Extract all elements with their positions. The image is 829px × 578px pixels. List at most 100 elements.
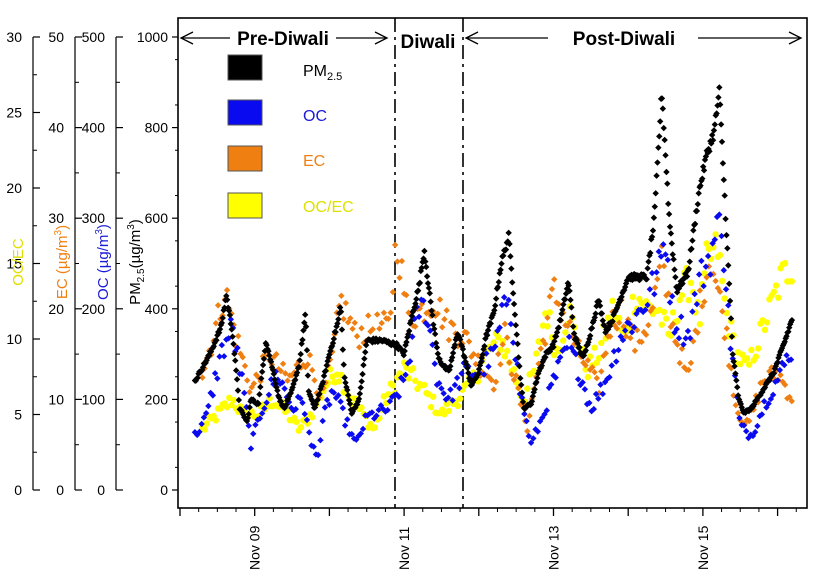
point [711, 121, 719, 128]
point [708, 140, 715, 147]
point [502, 246, 510, 253]
point [359, 370, 366, 378]
point [702, 263, 710, 270]
point [639, 308, 647, 316]
point [580, 359, 587, 366]
point [358, 404, 365, 411]
point [481, 342, 488, 350]
point [643, 276, 650, 283]
point [341, 374, 348, 381]
point [551, 351, 558, 359]
point [300, 327, 307, 334]
tick-label-oc: 100 [82, 391, 106, 407]
point [199, 374, 206, 381]
point [335, 378, 343, 385]
point [213, 337, 220, 344]
tick-label-ec: 50 [48, 29, 64, 45]
point [258, 375, 265, 382]
point [271, 376, 278, 383]
axis-title-ec-end: ) [54, 225, 71, 230]
x-tick-label: Nov 15 [695, 525, 711, 570]
point [642, 331, 650, 338]
legend-label-pm25-sub: 2.5 [327, 71, 342, 83]
point [704, 252, 712, 260]
point [729, 355, 736, 362]
point [766, 377, 773, 384]
point [743, 355, 751, 362]
legend-label-oc: OC [303, 108, 327, 125]
point [342, 379, 349, 386]
point [742, 409, 749, 417]
point [653, 172, 660, 179]
point [227, 316, 234, 323]
point [651, 203, 658, 210]
point [607, 333, 614, 340]
point [353, 333, 361, 340]
point [232, 367, 240, 374]
point [250, 430, 257, 437]
point [552, 333, 560, 340]
point [259, 361, 267, 369]
point [220, 353, 228, 360]
point [495, 334, 502, 341]
point [283, 401, 290, 408]
point [212, 320, 220, 327]
point [525, 432, 533, 440]
point [346, 400, 354, 408]
point [319, 417, 326, 425]
tick-label-ocec: 15 [6, 256, 22, 272]
point [593, 302, 600, 310]
point [445, 336, 453, 344]
point [656, 133, 663, 140]
point [589, 364, 596, 371]
point [754, 422, 761, 430]
point [748, 346, 755, 354]
point [788, 278, 795, 285]
point [512, 321, 520, 329]
point [670, 256, 677, 263]
point [233, 376, 241, 383]
point [563, 285, 571, 292]
point [395, 393, 403, 401]
point [719, 277, 726, 285]
point [774, 377, 781, 384]
point [645, 258, 652, 265]
point [429, 311, 436, 319]
point [554, 358, 562, 365]
tick-label-ec: 10 [48, 391, 64, 407]
point [588, 407, 595, 415]
point [705, 263, 713, 270]
point [418, 264, 425, 272]
point [613, 304, 621, 311]
period-label-pre-diwali: Pre-Diwali [237, 29, 329, 50]
point [538, 362, 546, 369]
point [506, 359, 513, 366]
point [480, 371, 488, 378]
point [499, 338, 506, 345]
point [256, 391, 263, 398]
point [510, 300, 518, 308]
point [566, 318, 574, 325]
tick-label-pm25: 400 [145, 301, 169, 317]
point [678, 292, 686, 299]
point [299, 336, 306, 344]
point [387, 309, 394, 316]
point [615, 346, 622, 354]
point [557, 317, 564, 324]
point [490, 386, 497, 393]
point [598, 339, 605, 347]
point [707, 271, 714, 278]
point [453, 374, 461, 382]
point [303, 347, 311, 354]
point [727, 315, 735, 322]
point [667, 323, 674, 331]
point [725, 262, 732, 269]
point [258, 410, 266, 417]
point [644, 301, 651, 309]
point [235, 396, 243, 404]
point [750, 406, 757, 413]
arrow-pre-left-head [179, 31, 194, 45]
point [454, 402, 462, 410]
point [770, 288, 778, 296]
point [234, 387, 242, 394]
